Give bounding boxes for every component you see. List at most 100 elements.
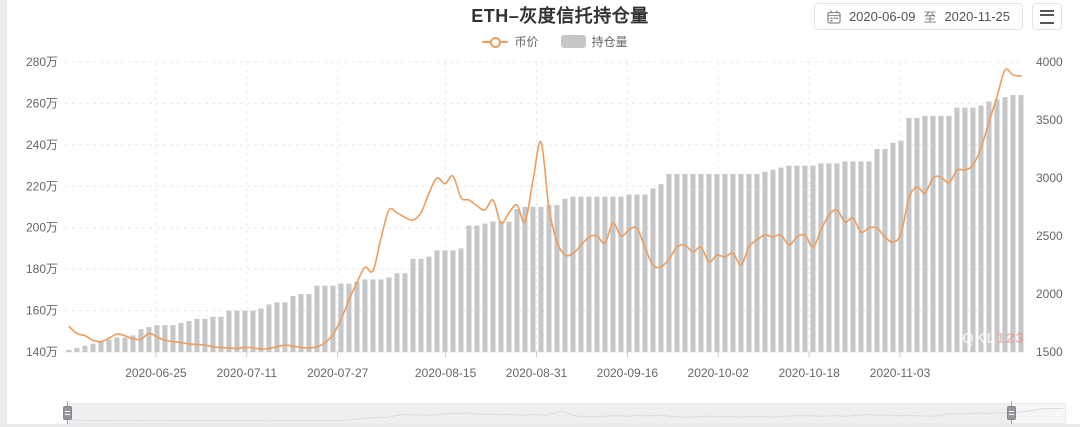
- holdings-bar: [690, 173, 696, 352]
- page-title: ETH–灰度信托持仓量: [471, 6, 649, 26]
- holdings-bar: [770, 169, 776, 352]
- y-right-tick-label: 1500: [1036, 345, 1063, 359]
- holdings-bar: [418, 258, 424, 352]
- holdings-bar: [482, 223, 488, 352]
- x-tick-label: 2020-09-16: [597, 366, 659, 380]
- holdings-bar: [266, 304, 272, 352]
- calendar-icon: [827, 10, 841, 24]
- holdings-bar: [218, 316, 224, 352]
- holdings-bar: [834, 163, 840, 352]
- holdings-bar: [354, 281, 360, 352]
- holdings-bar: [74, 347, 80, 352]
- chart-area: 140万 160万 180万 200万 220万 240万 260万 280万 1500 2000…: [0, 0, 1080, 400]
- holdings-bar: [1010, 95, 1016, 352]
- datazoom-selected-range[interactable]: [67, 404, 1011, 423]
- datazoom-slider[interactable]: [63, 401, 1066, 426]
- holdings-bar: [1002, 97, 1008, 352]
- holdings-bar: [522, 207, 528, 352]
- holdings-bar: [826, 163, 832, 352]
- date-range-picker[interactable]: 2020-06-09 至 2020-11-25: [813, 3, 1023, 30]
- holdings-bar: [474, 225, 480, 352]
- holdings-bar: [730, 173, 736, 352]
- y-left-tick-label: 220万: [26, 179, 58, 193]
- holdings-bar: [322, 285, 328, 352]
- holdings-bar: [378, 279, 384, 352]
- holdings-bar: [538, 207, 544, 352]
- holdings-bar: [554, 204, 560, 352]
- x-tick-label: 2020-11-03: [870, 366, 931, 380]
- holdings-bar: [634, 194, 640, 352]
- x-tick-label: 2020-07-27: [307, 366, 369, 380]
- holdings-bar: [314, 285, 320, 352]
- x-tick-label: 2020-06-25: [125, 366, 187, 380]
- holdings-bar: [938, 115, 944, 353]
- start-date-value[interactable]: 2020-06-09: [848, 9, 916, 24]
- hamburger-icon: [1040, 9, 1054, 24]
- holdings-bar: [562, 198, 568, 352]
- holdings-bar: [586, 196, 592, 352]
- holdings-bar: [906, 117, 912, 353]
- main-chart-plot[interactable]: 140万 160万 180万 200万 220万 240万 260万 280万 1500 2000…: [0, 0, 1080, 400]
- holdings-bar: [786, 165, 792, 352]
- slider-handle-right[interactable]: [1005, 401, 1018, 426]
- holdings-bar: [170, 325, 176, 352]
- end-date-value[interactable]: 2020-11-25: [944, 9, 1010, 24]
- holdings-bar: [386, 277, 392, 352]
- chart-legend: 币价 持仓量: [15, 33, 1080, 50]
- holdings-bar: [530, 207, 536, 352]
- x-tick-label: 2020-10-18: [778, 366, 840, 380]
- holdings-bar: [234, 310, 240, 352]
- holdings-bar: [626, 194, 632, 352]
- holdings-bar: [890, 142, 896, 352]
- holdings-bar: [602, 196, 608, 352]
- holdings-bar: [954, 107, 960, 352]
- holdings-bar: [458, 248, 464, 352]
- holdings-bar: [186, 320, 192, 352]
- legend-item-price[interactable]: 币价: [482, 33, 539, 50]
- holdings-bar: [994, 99, 1000, 352]
- y-right-tick-label: 2000: [1036, 287, 1063, 301]
- holdings-bar: [194, 318, 200, 352]
- holdings-bar: [210, 316, 216, 352]
- holdings-bar: [306, 294, 312, 352]
- holdings-bar: [370, 279, 376, 352]
- holdings-bar: [282, 302, 288, 352]
- holdings-bar: [706, 173, 712, 352]
- holdings-bar: [154, 325, 160, 352]
- y-left-tick-label: 280万: [26, 55, 58, 69]
- slider-handle-left[interactable]: [61, 401, 74, 426]
- y-right-tick-label: 3000: [1036, 171, 1063, 185]
- holdings-bar: [746, 173, 752, 352]
- page-bottom-edge: [0, 424, 1080, 427]
- y-left-tick-label: 140万: [26, 345, 58, 359]
- holdings-bar: [130, 335, 136, 352]
- holdings-bar: [442, 250, 448, 352]
- x-tick-label: 2020-07-11: [217, 366, 278, 380]
- holdings-bar: [346, 283, 352, 352]
- holdings-bar: [978, 105, 984, 352]
- y-left-tick-label: 180万: [26, 262, 58, 276]
- holdings-bar: [274, 302, 280, 352]
- holdings-bar: [250, 310, 256, 352]
- menu-button[interactable]: [1032, 3, 1062, 30]
- holdings-bar: [114, 337, 120, 352]
- holdings-bar: [258, 308, 264, 352]
- holdings-bar: [466, 225, 472, 352]
- x-tick-label: 2020-10-02: [688, 366, 750, 380]
- holdings-bar: [858, 161, 864, 352]
- y-right-tick-label: 3500: [1036, 113, 1063, 127]
- holdings-bar: [394, 273, 400, 352]
- holdings-bar: [618, 196, 624, 352]
- y-right-tick-label: 4000: [1036, 55, 1063, 69]
- legend-item-holdings[interactable]: 持仓量: [560, 33, 628, 50]
- holdings-bar: [970, 107, 976, 352]
- holdings-bar: [506, 221, 512, 352]
- holdings-bar: [922, 115, 928, 353]
- y-right-tick-label: 2500: [1036, 229, 1063, 243]
- holdings-bar: [802, 165, 808, 352]
- holdings-bar: [242, 310, 248, 352]
- holdings-bar: [818, 163, 824, 352]
- holdings-bar: [450, 250, 456, 352]
- holdings-bar: [178, 323, 184, 352]
- holdings-bar: [90, 343, 96, 352]
